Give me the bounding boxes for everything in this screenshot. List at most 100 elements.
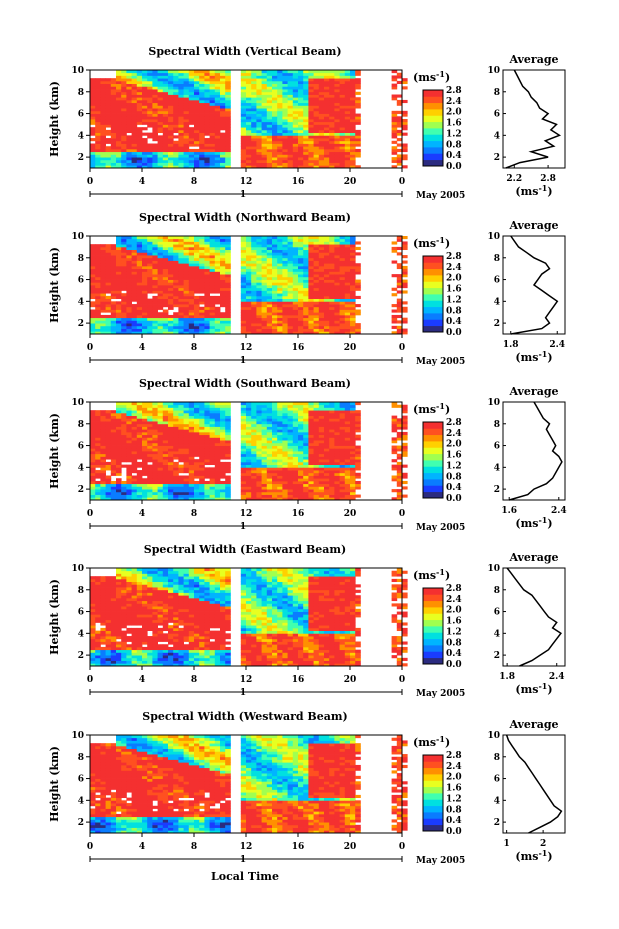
heatmap-cell (209, 236, 216, 240)
heatmap-cell (251, 451, 257, 455)
heatmap-cell (131, 78, 138, 82)
heatmap-cell (194, 249, 200, 253)
heatmap-cell (209, 412, 216, 417)
heatmap-cell (334, 317, 340, 321)
heatmap-cell (162, 94, 169, 98)
heatmap-cell (318, 265, 325, 270)
heatmap-cell (209, 459, 216, 463)
heatmap-cell (256, 475, 262, 479)
heatmap-cell (126, 451, 132, 455)
heatmap-cell (355, 80, 361, 85)
heatmap-cell (287, 285, 294, 289)
heatmap-cell (157, 143, 164, 147)
heatmap-cell (199, 257, 205, 261)
heatmap-cell (318, 257, 325, 261)
heatmap-cell (126, 486, 132, 490)
heatmap-cell (246, 418, 252, 422)
heatmap-cell (313, 110, 320, 114)
heatmap-cell (95, 113, 101, 117)
heatmap-cell (110, 121, 117, 125)
heatmap-cell (251, 135, 257, 139)
heatmap-cell (334, 238, 340, 242)
heatmap-cell (261, 323, 268, 327)
heatmap-cell (240, 99, 247, 104)
heatmap-cell (142, 491, 148, 495)
heatmap-cell (126, 298, 132, 302)
heatmap-cell (194, 132, 200, 136)
heatmap-cell (136, 97, 143, 101)
heatmap-cell (173, 276, 179, 280)
heatmap-cell (329, 252, 335, 256)
heatmap-cell (277, 75, 283, 79)
heatmap-cell (225, 293, 231, 297)
heatmap-cell (168, 293, 174, 297)
heatmap-cell (178, 255, 184, 259)
heatmap-cell (277, 298, 283, 302)
heatmap-cell (240, 442, 247, 446)
heatmap-cell (136, 298, 143, 302)
heatmap-cell (168, 317, 174, 321)
heatmap-cell (131, 478, 138, 482)
x-tick-label: 16 (292, 343, 305, 353)
heatmap-cell (282, 72, 288, 76)
heatmap-cell (136, 91, 143, 95)
heatmap-cell (246, 309, 252, 313)
heatmap-cell (214, 72, 221, 76)
heatmap-cell (116, 418, 122, 422)
heatmap-cell (246, 421, 252, 425)
heatmap-cell (178, 119, 184, 123)
heatmap-cell (168, 472, 174, 476)
heatmap-cell (173, 159, 179, 163)
heatmap-cell (136, 268, 143, 272)
heatmap-cell (214, 328, 221, 332)
heatmap-cell (240, 72, 247, 76)
average-y-tick-label: 10 (487, 232, 500, 242)
heatmap-cell (173, 448, 179, 452)
heatmap-cell (168, 249, 174, 253)
heatmap-cell (256, 255, 262, 259)
heatmap-cell (396, 309, 403, 313)
heatmap-cell (246, 265, 252, 270)
heatmap-cell (287, 102, 294, 106)
heatmap-cell (126, 146, 132, 150)
heatmap-cell (318, 320, 325, 324)
heatmap-cell (121, 119, 127, 123)
heatmap-cell (308, 271, 314, 275)
heatmap-cell (277, 480, 283, 485)
heatmap-cell (95, 423, 101, 427)
heatmap-cell (220, 238, 226, 242)
heatmap-cell (142, 287, 148, 291)
heatmap-cell (355, 268, 361, 272)
heatmap-cell (126, 255, 132, 259)
heatmap-cell (121, 323, 127, 327)
heatmap-cell (240, 138, 247, 142)
heatmap-cell (162, 80, 169, 85)
heatmap-cell (240, 146, 247, 150)
heatmap-cell (105, 331, 112, 335)
heatmap-cell (90, 91, 96, 95)
heatmap-cell (209, 456, 216, 460)
heatmap-cell (344, 293, 351, 297)
heatmap-cell (105, 265, 112, 270)
heatmap-cell (355, 165, 361, 169)
heatmap-cell (105, 431, 112, 436)
heatmap-cell (194, 127, 200, 131)
heatmap-cell (90, 464, 96, 468)
heatmap-cell (110, 157, 117, 161)
heatmap-cell (240, 105, 247, 109)
heatmap-cell (350, 83, 356, 87)
heatmap-cell (152, 105, 158, 109)
heatmap-cell (178, 165, 184, 169)
heatmap-cell (324, 121, 330, 125)
heatmap-cell (277, 437, 283, 441)
heatmap-cell (162, 241, 169, 245)
heatmap-cell (147, 421, 153, 425)
heatmap-cell (256, 472, 262, 476)
heatmap-cell (287, 146, 294, 150)
heatmap-cell (256, 285, 262, 289)
heatmap-cell (277, 421, 283, 425)
heatmap-cell (298, 151, 304, 155)
heatmap-cell (116, 72, 122, 76)
heatmap-cell (116, 143, 122, 147)
heatmap-cell (318, 102, 325, 106)
